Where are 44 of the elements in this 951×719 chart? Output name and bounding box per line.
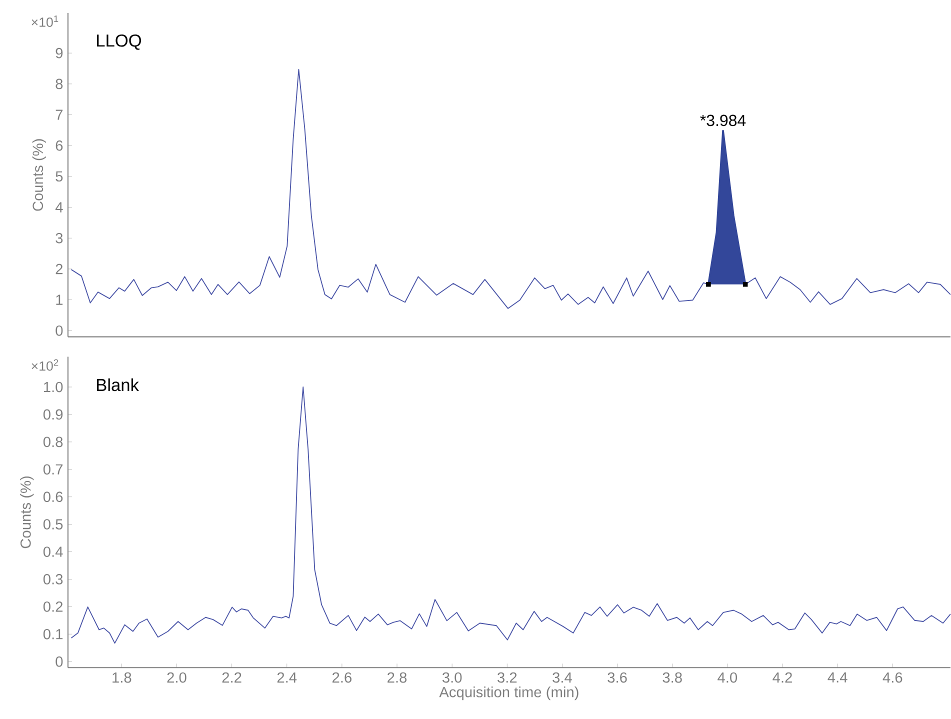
x-tick-label: 3.6 bbox=[608, 672, 627, 683]
x-tick-label: 3.8 bbox=[662, 672, 682, 683]
y-tick-label: 5 bbox=[56, 172, 63, 182]
text: LLOQ bbox=[97, 34, 142, 50]
x-tick-label: 2.2 bbox=[222, 672, 242, 683]
y-tick-label: 8 bbox=[56, 78, 63, 90]
y-tick-label: 1 bbox=[56, 294, 63, 306]
text: ×10$^{1}$ bbox=[32, 16, 58, 28]
x-axis-title: Acquisition time (min) bbox=[439, 686, 578, 700]
x-tick-label: 1.8 bbox=[112, 672, 132, 683]
x-tick-label: 2.4 bbox=[277, 672, 297, 683]
y-tick-label: 0.9 bbox=[43, 409, 63, 420]
annotation: *3.984 bbox=[700, 114, 746, 126]
y-tick-label: 2 bbox=[56, 264, 63, 274]
y-tick-label: 0.4 bbox=[43, 546, 63, 558]
x-tick-label: 4.4 bbox=[828, 672, 848, 683]
text: Blank bbox=[97, 378, 139, 392]
y-tick-label: 0.1 bbox=[43, 629, 63, 640]
y-tick-label: 0.7 bbox=[43, 464, 63, 475]
y-axis-title: Counts (%) bbox=[20, 476, 34, 548]
x-tick-label: 4.6 bbox=[882, 672, 902, 683]
y-tick-label: 3 bbox=[56, 233, 63, 244]
y-tick-label: 6 bbox=[56, 140, 63, 151]
x-tick-label: 4.0 bbox=[718, 672, 738, 683]
y-tick-label: 4 bbox=[55, 202, 63, 213]
y-tick-label: 9 bbox=[56, 48, 63, 58]
y-tick-label: 7 bbox=[56, 110, 63, 120]
x-tick-label: 2.8 bbox=[388, 672, 407, 683]
x-tick-label: 4.2 bbox=[772, 672, 792, 683]
y-axis-title: Counts (%) bbox=[32, 139, 46, 212]
y-tick-label: 0 bbox=[56, 656, 63, 667]
y-tick-label: 0.5 bbox=[43, 519, 63, 530]
y-tick-label: 0.3 bbox=[43, 574, 63, 585]
x-tick-label: 3.4 bbox=[552, 672, 572, 683]
y-tick-label: 0.2 bbox=[43, 602, 63, 612]
y-tick-label: 0.6 bbox=[43, 492, 63, 502]
x-tick-label: 2.0 bbox=[167, 672, 186, 683]
y-tick-label: 1.0 bbox=[44, 382, 63, 392]
x-tick-label: 2.6 bbox=[332, 672, 352, 683]
text: ×10$^{2}$ bbox=[32, 359, 58, 371]
y-tick-label: 0 bbox=[56, 326, 63, 336]
x-tick-label: 3.2 bbox=[498, 672, 517, 683]
y-tick-label: 0.8 bbox=[43, 436, 63, 448]
x-tick-label: 3.0 bbox=[442, 672, 462, 683]
